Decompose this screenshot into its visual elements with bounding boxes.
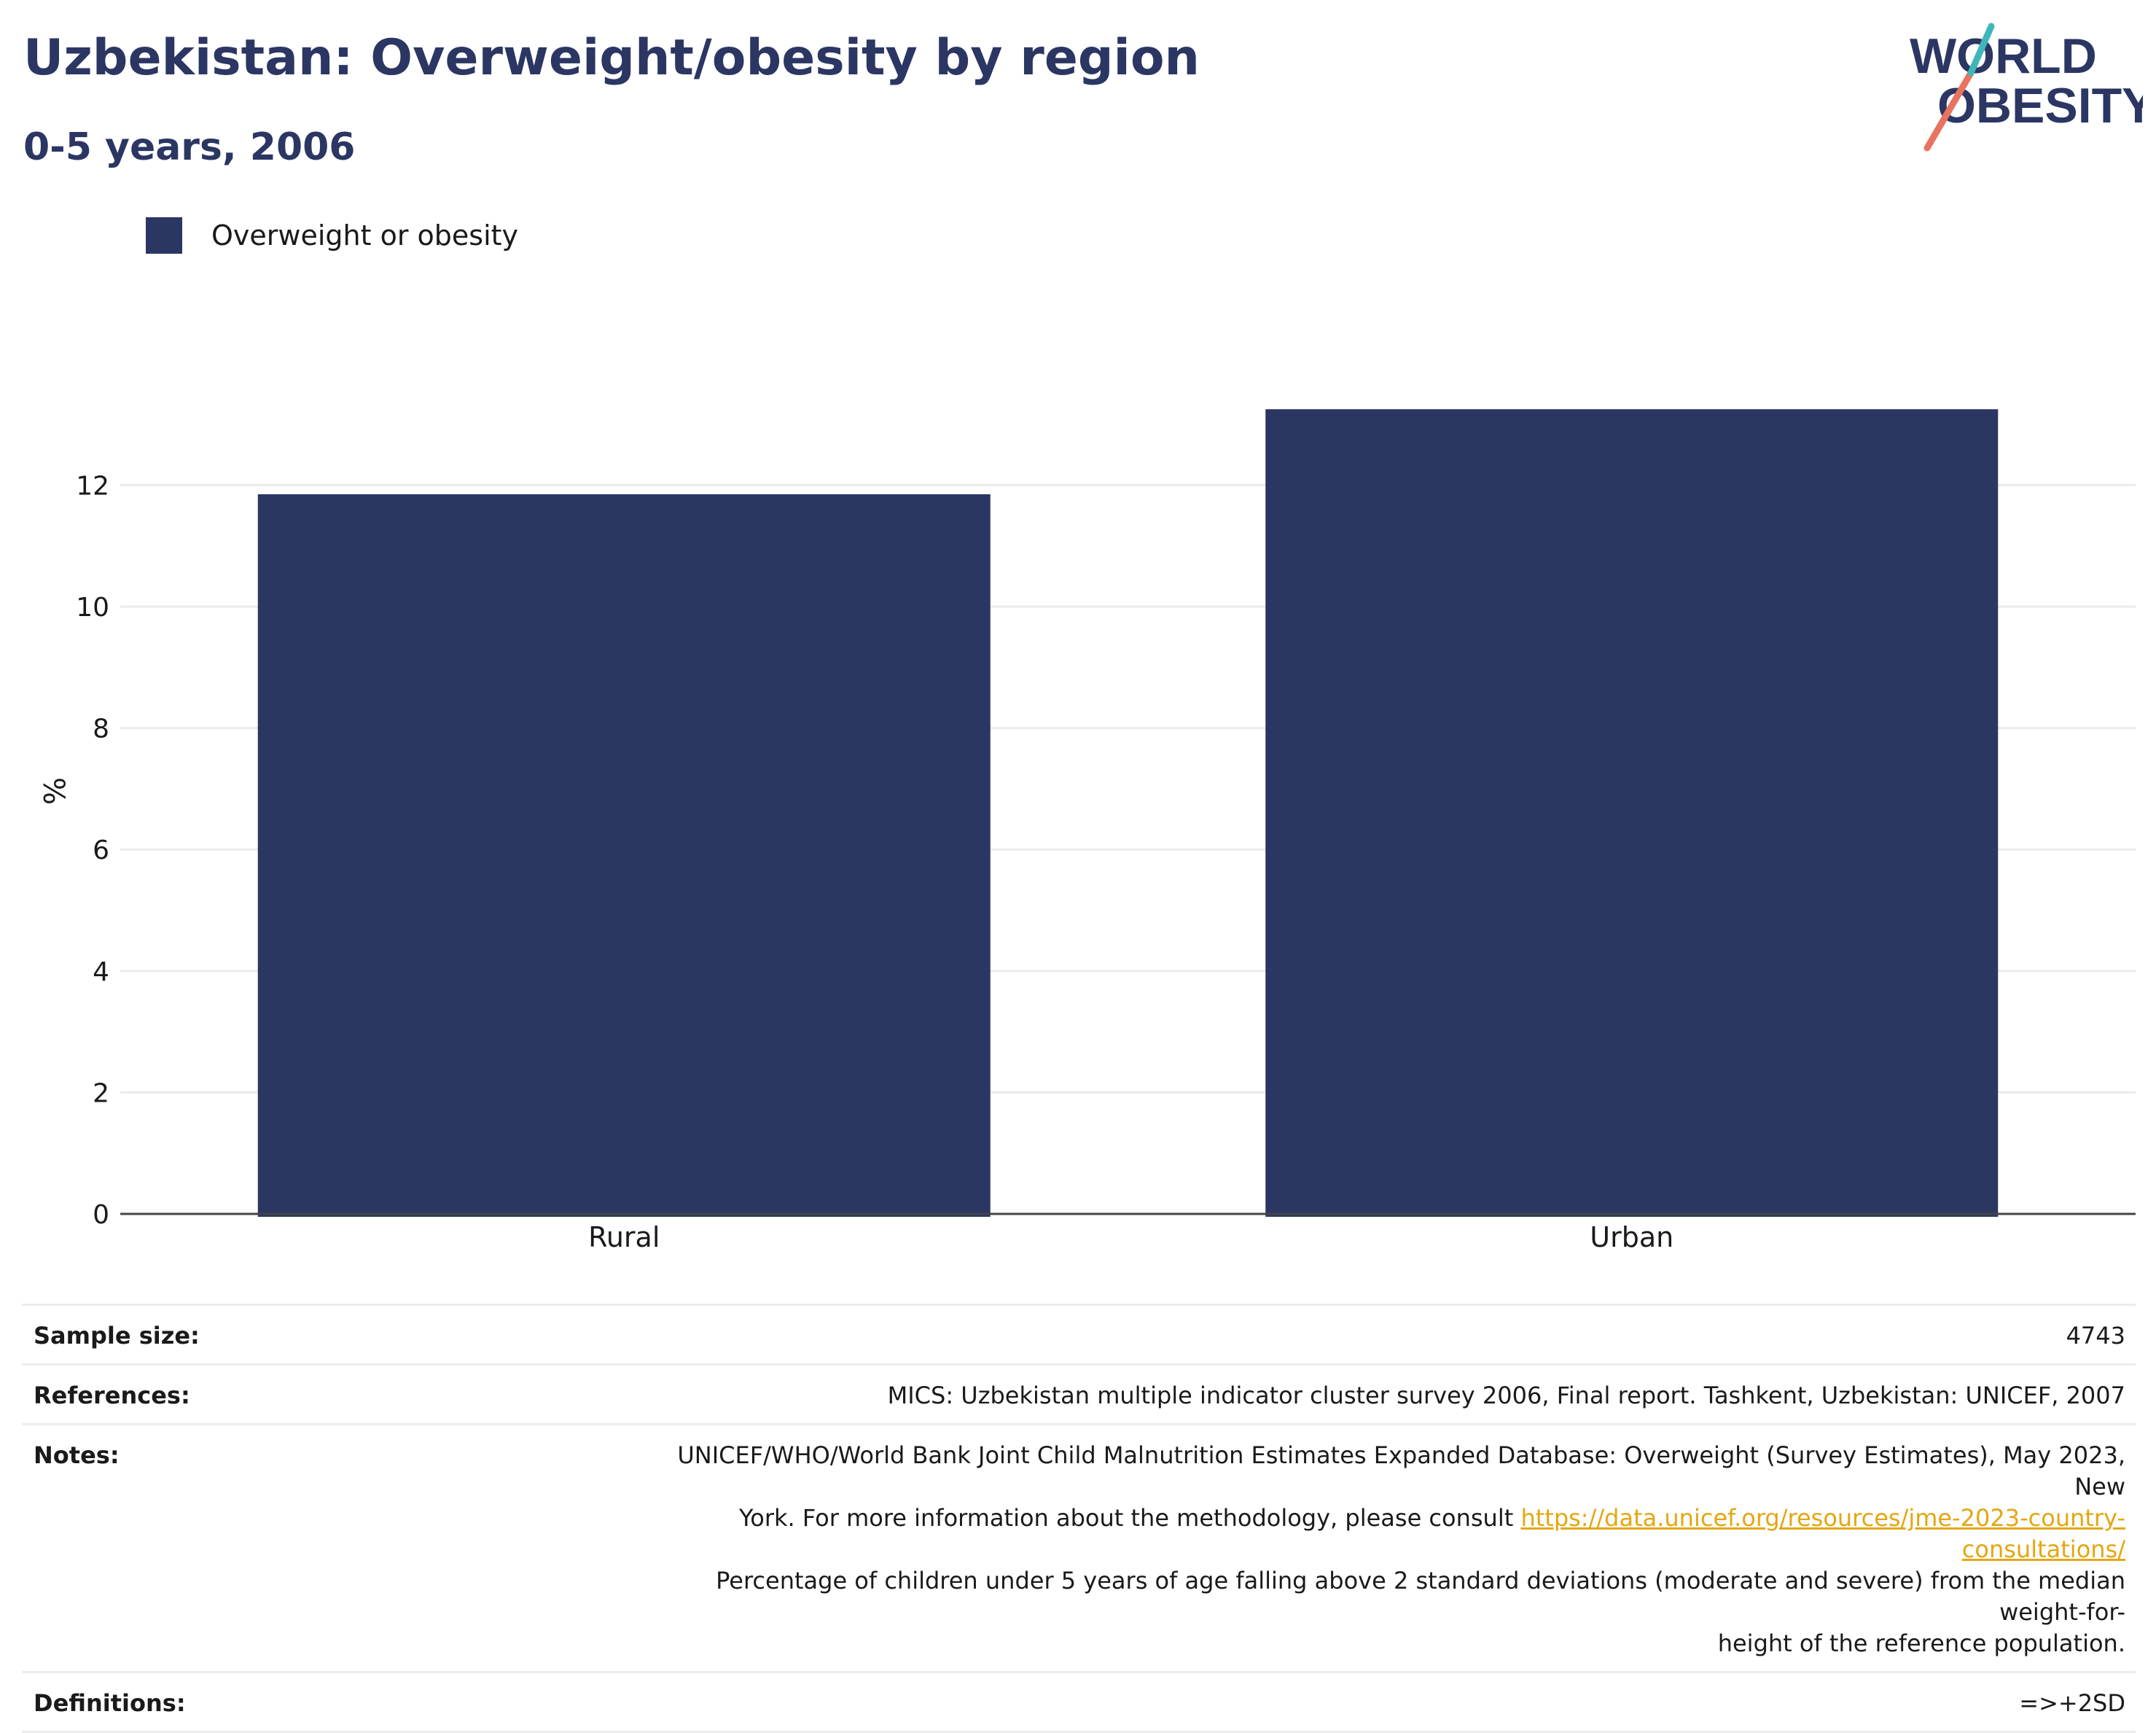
references-label: References: (34, 1382, 190, 1409)
sample-size-label: Sample size: (34, 1322, 200, 1350)
methodology-link[interactable]: https://data.unicef.org/resources/jme-20… (1520, 1504, 2125, 1563)
bar-rural (257, 494, 991, 1217)
x-tick-label: Rural (588, 1221, 660, 1253)
y-tick-label: 10 (76, 593, 109, 623)
legend-label: Overweight or obesity (211, 219, 519, 252)
world-obesity-logo: WORLD OBESITY (1910, 23, 2143, 152)
chart-title: Uzbekistan: Overweight/obesity by region (23, 29, 1200, 87)
y-tick-label: 2 (93, 1078, 109, 1108)
notes-value: UNICEF/WHO/World Bank Joint Child Malnut… (638, 1440, 2125, 1659)
references-value: MICS: Uzbekistan multiple indicator clus… (887, 1382, 2125, 1409)
info-table: Sample size: 4743 References: MICS: Uzbe… (22, 1304, 2136, 1733)
y-tick-label: 0 (93, 1200, 109, 1230)
notes-row: Notes: UNICEF/WHO/World Bank Joint Child… (22, 1423, 2136, 1671)
definitions-label: Definitions: (34, 1689, 186, 1717)
logo-slash-teal (1967, 23, 1995, 77)
definitions-value: =>+2SD (2019, 1689, 2125, 1717)
definitions-row: Definitions: =>+2SD (22, 1671, 2136, 1733)
bar-urban (1265, 409, 1999, 1217)
references-row: References: MICS: Uzbekistan multiple in… (22, 1363, 2136, 1423)
chart-subtitle: 0-5 years, 2006 (23, 125, 356, 169)
y-tick-label: 4 (93, 957, 109, 987)
x-tick-label: Urban (1590, 1221, 1673, 1253)
notes-label: Notes: (34, 1441, 120, 1469)
y-axis-title: % (36, 777, 70, 805)
legend-swatch (146, 217, 182, 254)
notes-line2-prefix: York. For more information about the met… (738, 1504, 1521, 1532)
logo-line1: WORLD (1910, 28, 2097, 84)
notes-line4: height of the reference population. (1717, 1629, 2125, 1657)
bar-chart: 0 2 4 6 8 10 12 Rural Urban% (36, 409, 2136, 1253)
sample-size-row: Sample size: 4743 (22, 1304, 2136, 1363)
y-tick-label: 12 (76, 471, 109, 501)
chart-legend: Overweight or obesity (146, 217, 518, 254)
logo-line2: OBESITY (1937, 78, 2143, 133)
y-tick-label: 6 (93, 836, 109, 865)
notes-line3: Percentage of children under 5 years of … (716, 1567, 2125, 1626)
logo-slash-red (1923, 69, 1975, 152)
y-tick-label: 8 (93, 714, 109, 744)
notes-line1: UNICEF/WHO/World Bank Joint Child Malnut… (677, 1441, 2125, 1500)
sample-size-value: 4743 (2066, 1322, 2125, 1350)
